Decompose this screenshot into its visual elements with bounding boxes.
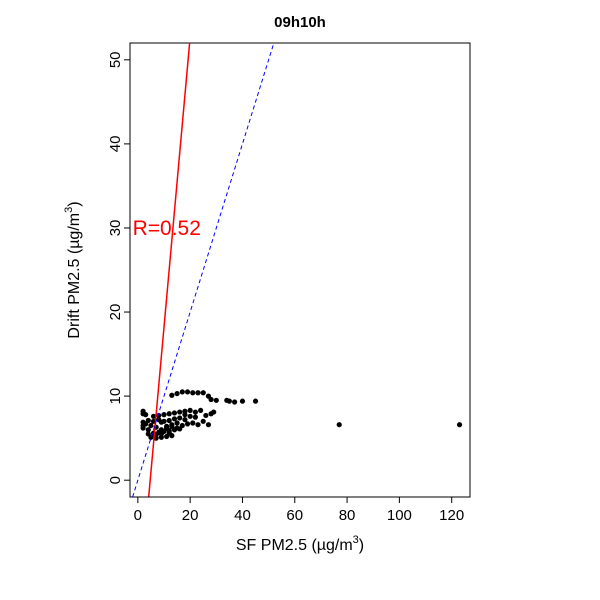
- data-point: [169, 423, 175, 429]
- x-unit-mu: µ: [317, 537, 326, 554]
- y-tick-label: 50: [107, 51, 124, 68]
- data-point: [158, 427, 164, 433]
- correlation-annotation: R=0.52: [133, 217, 201, 240]
- regression-line: [147, 42, 191, 498]
- y-tick-label: 10: [107, 388, 124, 405]
- data-point: [148, 422, 154, 429]
- data-point: [143, 421, 149, 427]
- data-point: [166, 430, 172, 436]
- x-tick-label: 20: [182, 507, 199, 524]
- data-point: [177, 409, 183, 415]
- data-point: [190, 390, 196, 396]
- y-axis-title: Drift PM2.5 (µg/m3): [63, 201, 83, 338]
- data-point: [187, 407, 193, 414]
- data-point: [239, 398, 246, 404]
- data-point: [211, 409, 217, 415]
- identity-line: [132, 42, 275, 498]
- data-point: [184, 421, 191, 427]
- data-point: [252, 398, 259, 404]
- y-unit-open: (: [66, 248, 83, 254]
- data-point: [164, 425, 170, 431]
- y-unit-mu: µ: [66, 240, 83, 249]
- data-point: [156, 417, 162, 423]
- y-unit-g: g/m: [66, 213, 83, 240]
- data-point: [213, 397, 219, 403]
- data-point: [184, 389, 191, 395]
- x-tick-label: 60: [286, 507, 303, 524]
- fit-lines: [132, 42, 275, 498]
- data-point: [192, 409, 198, 415]
- data-point: [198, 407, 204, 414]
- data-point: [174, 390, 180, 397]
- data-point: [171, 416, 178, 422]
- data-point: [200, 390, 206, 396]
- y-unit-close: ): [66, 201, 83, 206]
- y-tick-label: 20: [107, 304, 124, 321]
- data-point: [190, 420, 196, 426]
- x-tick-label: 80: [339, 507, 356, 524]
- data-point: [195, 390, 201, 396]
- data-point: [177, 415, 183, 421]
- y-axis: 0 10 20 30 40 50: [107, 51, 131, 484]
- x-axis-title-main: SF PM2.5: [236, 537, 312, 554]
- data-point: [169, 392, 175, 398]
- data-point: [161, 412, 167, 418]
- x-unit-exp: 3: [353, 534, 359, 546]
- chart-title: 09h10h: [274, 14, 326, 31]
- data-point: [456, 422, 463, 428]
- data-point: [187, 413, 193, 419]
- data-point: [166, 411, 172, 417]
- data-point: [179, 389, 185, 395]
- data-point: [158, 431, 164, 437]
- data-point: [205, 393, 212, 399]
- data-point: [182, 417, 188, 423]
- x-unit-g: g/m: [326, 537, 353, 554]
- x-axis-title: SF PM2.5 (µg/m3): [236, 534, 364, 554]
- y-tick-label: 30: [107, 220, 124, 237]
- data-point: [143, 412, 149, 418]
- x-axis: 0 20 40 60 80 100 120: [134, 496, 464, 524]
- y-unit-exp: 3: [63, 207, 75, 213]
- data-point: [174, 420, 180, 426]
- data-point: [171, 410, 178, 416]
- y-tick-label: 40: [107, 136, 124, 153]
- data-point: [195, 422, 201, 428]
- x-tick-label: 120: [439, 507, 464, 524]
- data-point: [200, 418, 206, 424]
- x-unit-open: (: [311, 537, 317, 554]
- data-point: [336, 422, 342, 428]
- data-point: [150, 413, 157, 419]
- x-unit-close: ): [359, 537, 364, 554]
- data-point: [145, 427, 151, 433]
- data-point: [140, 425, 146, 431]
- data-point: [203, 412, 209, 419]
- data-point: [205, 422, 212, 428]
- data-point: [224, 397, 230, 403]
- data-point: [232, 399, 238, 405]
- data-point: [174, 425, 180, 431]
- y-tick-label: 0: [107, 476, 124, 484]
- y-axis-title-main: Drift PM2.5: [66, 254, 83, 338]
- x-tick-label: 0: [134, 507, 142, 524]
- data-point: [161, 418, 167, 424]
- x-tick-label: 40: [234, 507, 251, 524]
- data-point: [192, 414, 198, 420]
- data-point: [166, 417, 172, 424]
- data-point: [182, 412, 188, 418]
- x-tick-label: 100: [387, 507, 412, 524]
